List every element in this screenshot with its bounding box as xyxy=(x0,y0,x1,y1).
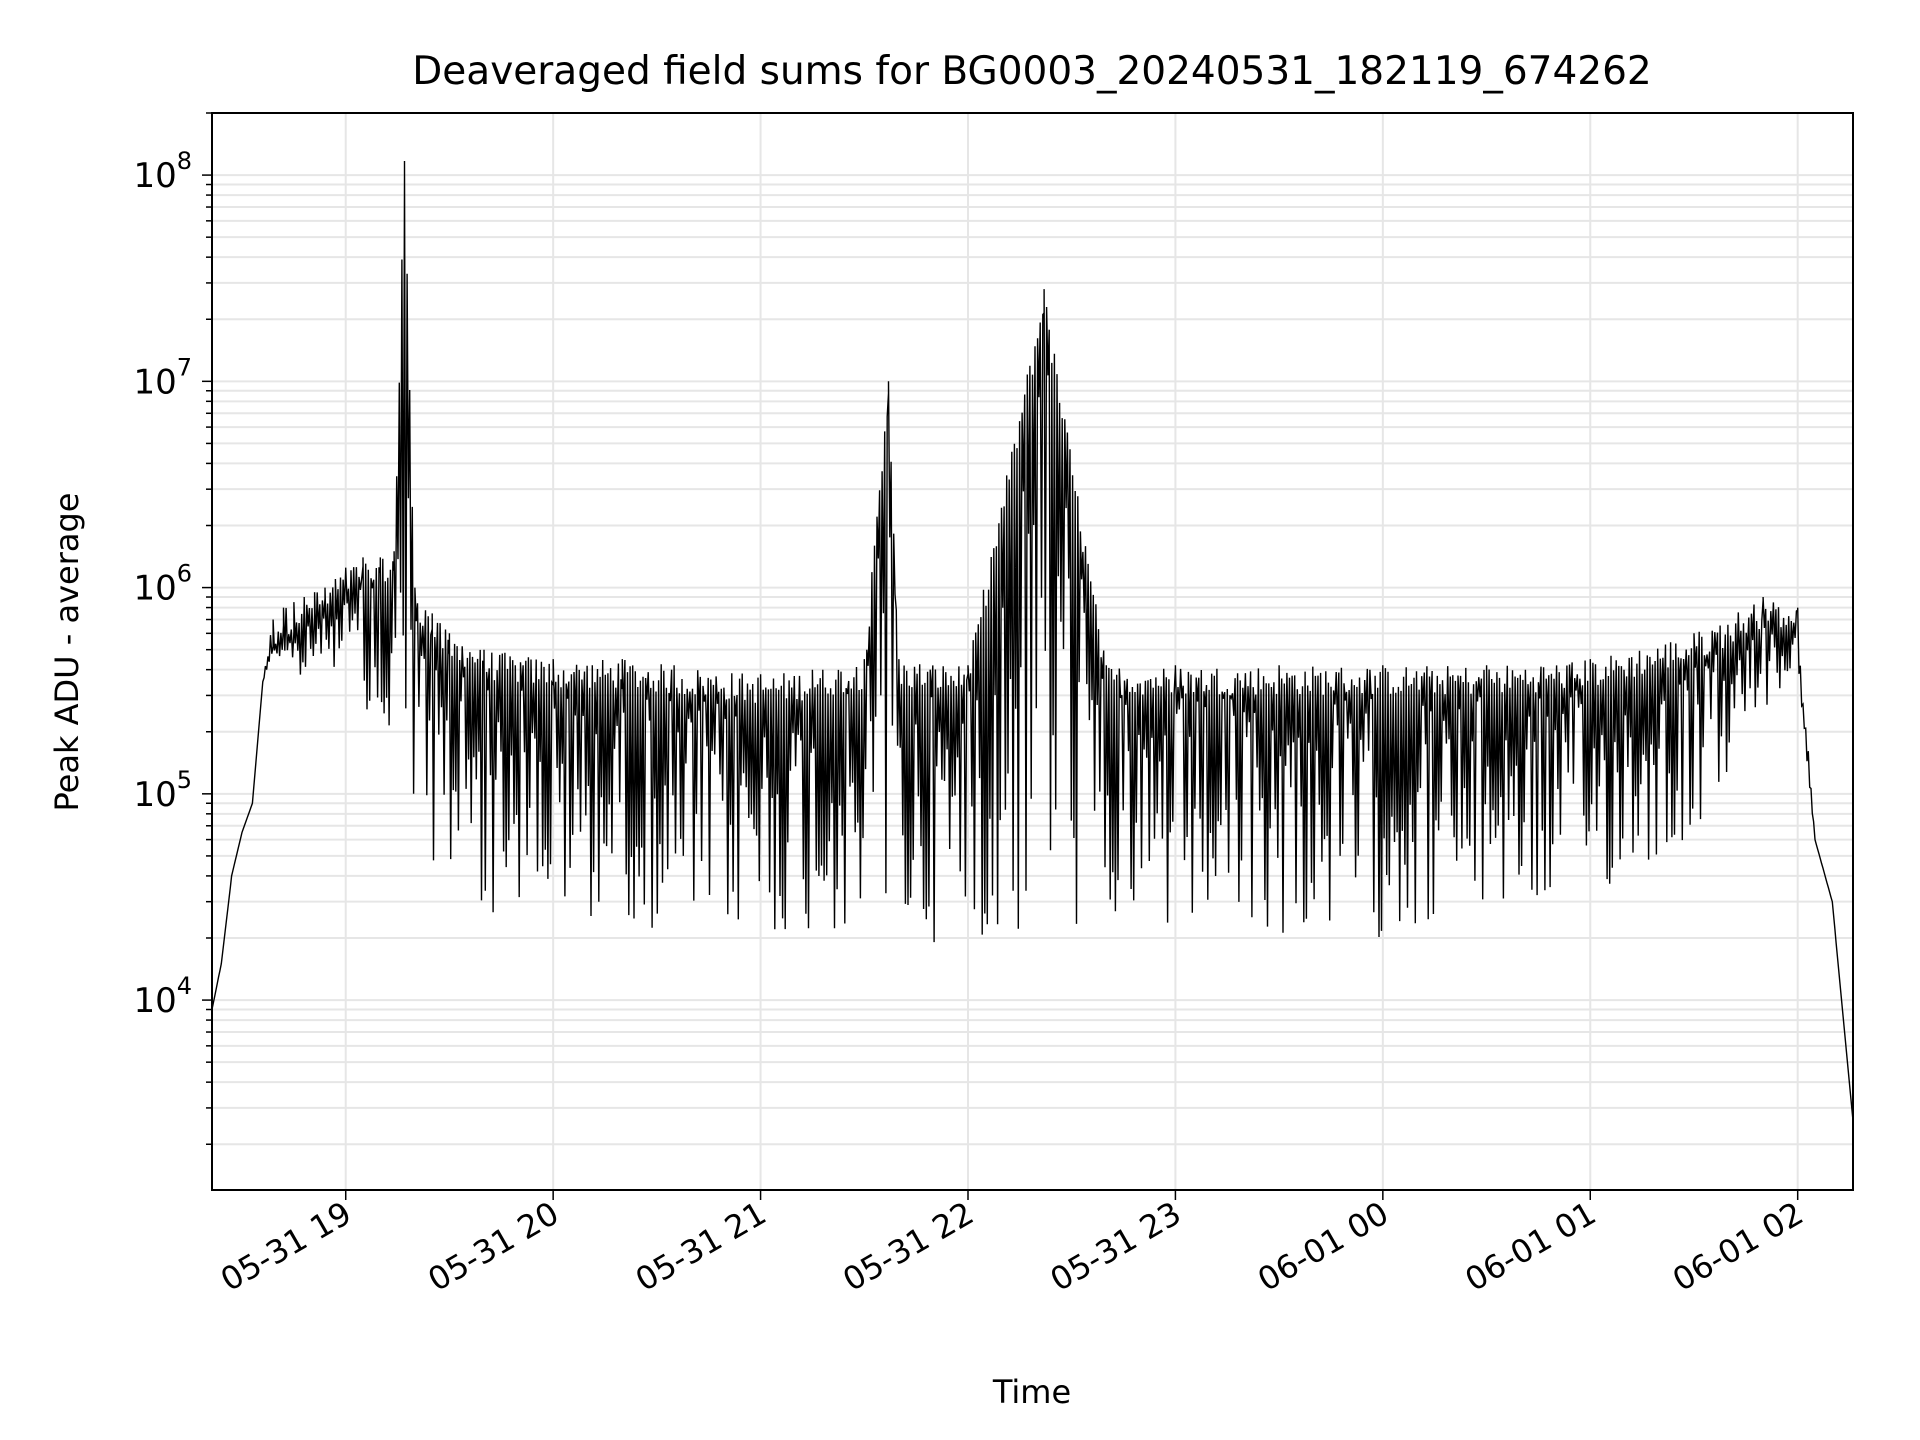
y-tick-label: 105 xyxy=(133,766,192,815)
series-line xyxy=(211,160,1854,1121)
y-tick-label-base: 10 xyxy=(133,362,176,402)
y-tick-label: 106 xyxy=(133,560,192,609)
y-tick-label: 108 xyxy=(133,147,192,196)
y-tick-label-exponent: 4 xyxy=(177,972,192,1000)
y-tick-label: 107 xyxy=(133,353,192,402)
y-tick-label-exponent: 5 xyxy=(177,766,192,794)
y-tick-label: 104 xyxy=(133,972,192,1021)
y-tick-label-exponent: 7 xyxy=(177,353,192,381)
y-tick-label-base: 10 xyxy=(133,981,176,1021)
y-axis-label: Peak ADU - average xyxy=(48,493,86,812)
plot-frame xyxy=(211,112,1854,1191)
series-layer xyxy=(211,160,1854,1121)
x-axis-label: Time xyxy=(992,1373,1071,1411)
y-tick-label-base: 10 xyxy=(133,775,176,815)
y-tick-label-base: 10 xyxy=(133,569,176,609)
chart-title: Deaveraged field sums for BG0003_2024053… xyxy=(412,49,1651,94)
y-tick-label-exponent: 6 xyxy=(177,560,192,588)
y-tick-label-base: 10 xyxy=(133,156,176,196)
y-tick-label-exponent: 8 xyxy=(177,147,192,175)
